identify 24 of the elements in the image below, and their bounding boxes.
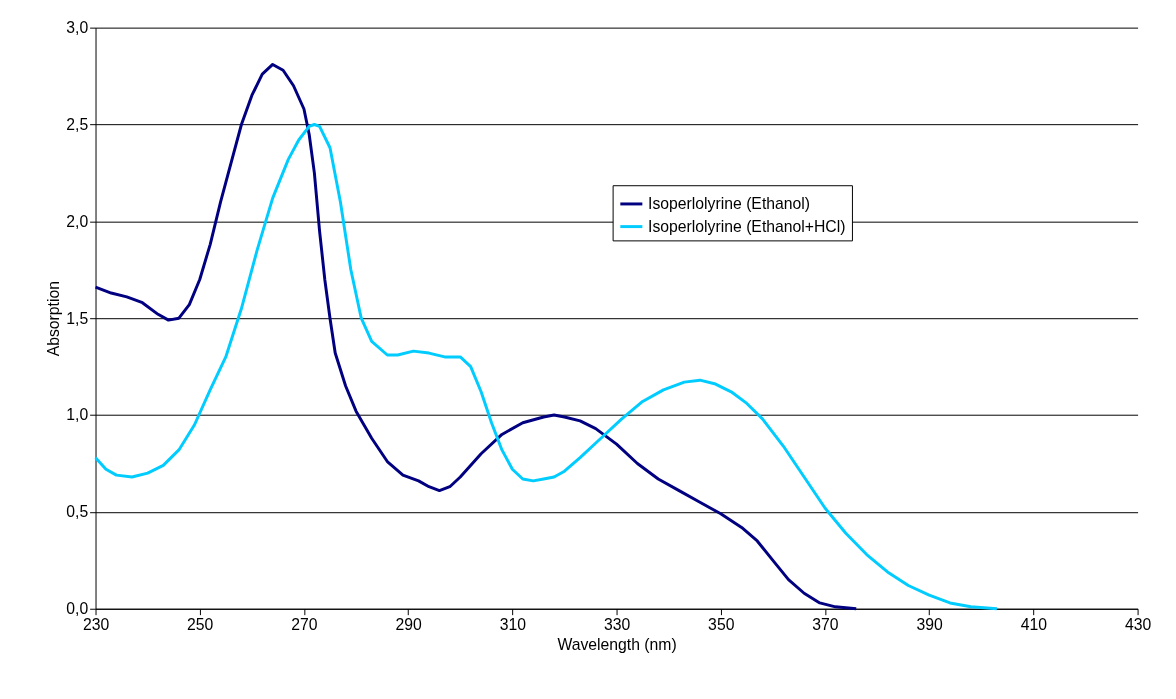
y-tick-label: 2,0	[66, 212, 89, 230]
x-tick-label: 290	[395, 615, 423, 633]
x-tick-label: 230	[82, 615, 110, 633]
y-tick-label: 3,0	[66, 19, 89, 37]
y-tick-label: 2,5	[66, 115, 89, 133]
line-series	[94, 62, 858, 611]
legend-label: Isoperlolyrine (Ethanol+HCl)	[648, 217, 846, 235]
legend-label: Isoperlolyrine (Ethanol)	[648, 194, 811, 212]
x-axis-title: Wavelength (nm)	[557, 635, 677, 653]
y-tick-label: 0,5	[66, 503, 89, 521]
y-axis-title: Absorption	[45, 281, 63, 357]
y-tick-label: 1,5	[66, 309, 89, 327]
x-tick-label: 430	[1124, 615, 1152, 633]
x-tick-label: 250	[187, 615, 214, 633]
line-series	[94, 123, 999, 611]
x-tick-label: 410	[1020, 615, 1048, 633]
x-tick-label: 390	[916, 615, 944, 633]
x-tick-label: 270	[291, 615, 318, 633]
x-tick-label: 370	[812, 615, 839, 633]
x-tick-label: 330	[603, 615, 631, 633]
y-tick-label: 0,0	[66, 600, 89, 618]
y-tick-label: 1,0	[66, 406, 89, 424]
x-tick-label: 350	[708, 615, 735, 633]
x-tick-label: 310	[499, 615, 527, 633]
